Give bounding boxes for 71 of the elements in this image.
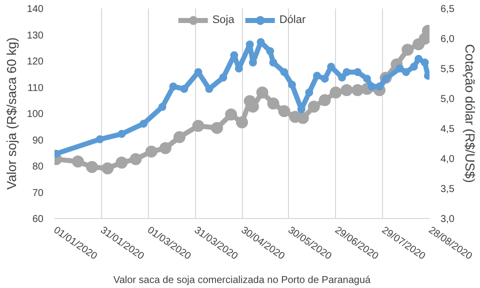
point bbox=[256, 86, 268, 98]
point bbox=[140, 120, 148, 128]
y-tick-label: 60 bbox=[32, 214, 44, 225]
point bbox=[246, 40, 254, 48]
point bbox=[330, 86, 342, 98]
point bbox=[320, 74, 329, 83]
point bbox=[174, 131, 186, 144]
y2-tick-label: 3,5 bbox=[440, 184, 455, 195]
point bbox=[86, 161, 98, 174]
point bbox=[180, 84, 188, 93]
point bbox=[278, 105, 290, 118]
y-tick-label: 80 bbox=[32, 162, 44, 172]
y-tick-label: 130 bbox=[26, 30, 44, 42]
point bbox=[225, 108, 238, 121]
point bbox=[368, 82, 376, 90]
point bbox=[420, 58, 429, 66]
point bbox=[267, 98, 280, 110]
point bbox=[308, 100, 320, 113]
point bbox=[219, 74, 228, 82]
point bbox=[205, 84, 214, 93]
legend-label: Dólar bbox=[279, 14, 306, 26]
point bbox=[354, 68, 362, 76]
y2-tick-label: 6,5 bbox=[440, 4, 455, 15]
point bbox=[72, 156, 84, 168]
y-tick-label: 70 bbox=[32, 188, 44, 199]
point bbox=[402, 68, 410, 76]
point bbox=[342, 68, 351, 76]
point bbox=[338, 74, 346, 82]
point bbox=[159, 142, 172, 154]
y2-tick-label: 6,0 bbox=[440, 34, 455, 45]
point bbox=[313, 72, 321, 80]
point bbox=[402, 44, 414, 56]
y2-tick-label: 5,0 bbox=[440, 94, 455, 105]
point bbox=[414, 54, 423, 63]
y-tick-label: 110 bbox=[28, 82, 44, 94]
point bbox=[248, 58, 257, 66]
y-tick-label: 120 bbox=[26, 56, 44, 68]
legend-label: Soja bbox=[212, 14, 234, 26]
y-tick-label: 140 bbox=[26, 4, 44, 15]
point bbox=[158, 102, 166, 111]
point bbox=[396, 64, 404, 72]
point bbox=[96, 135, 104, 144]
point bbox=[118, 130, 126, 138]
y2-tick-label: 4,5 bbox=[440, 124, 455, 135]
y-tick-label: 90 bbox=[32, 135, 44, 146]
y2-axis-title: Cotação dólar (R$/US$) bbox=[462, 44, 478, 183]
y-tick-label: 100 bbox=[26, 109, 44, 120]
point bbox=[236, 116, 248, 128]
point bbox=[376, 82, 384, 90]
x-axis-title: Valor saca de soja comercializada no Porto de Paranaguá bbox=[113, 274, 372, 286]
point bbox=[116, 156, 128, 169]
y-axis-title: Valor soja (R$/saca 60 kg) bbox=[4, 37, 19, 190]
point bbox=[269, 58, 278, 66]
point bbox=[280, 68, 288, 76]
point bbox=[192, 120, 204, 132]
point bbox=[363, 74, 371, 83]
point bbox=[352, 84, 364, 96]
point bbox=[318, 94, 331, 106]
y2-tick-label: 4,0 bbox=[440, 154, 455, 165]
point bbox=[145, 146, 158, 158]
point bbox=[288, 80, 296, 89]
point bbox=[102, 162, 114, 174]
point bbox=[130, 153, 142, 166]
point bbox=[169, 82, 178, 90]
point bbox=[266, 47, 274, 56]
y2-tick-label: 5,5 bbox=[440, 64, 455, 75]
point bbox=[211, 122, 223, 134]
point bbox=[410, 62, 418, 71]
point bbox=[305, 88, 314, 96]
point bbox=[340, 84, 353, 96]
y2-tick-label: 3,0 bbox=[440, 214, 455, 225]
